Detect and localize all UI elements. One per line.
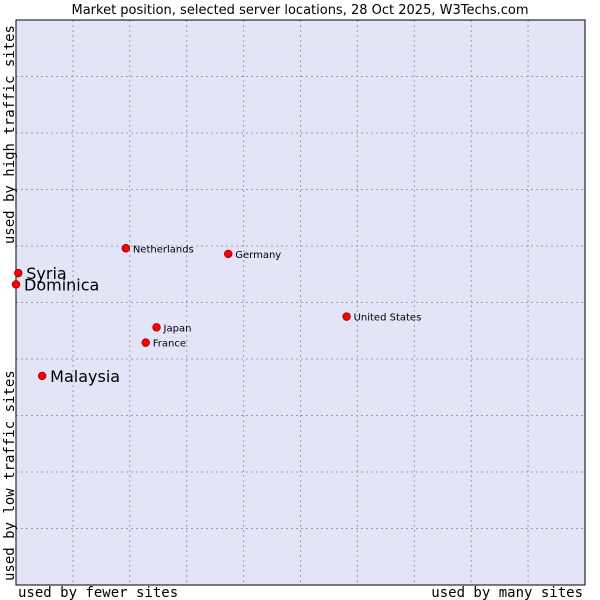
point-malaysia: Malaysia bbox=[37, 367, 120, 386]
data-points: Netherlands Germany United States Japan Fran… bbox=[11, 244, 422, 386]
point-label: United States bbox=[354, 313, 422, 324]
grid-lines bbox=[16, 20, 585, 585]
point-label: Dominica bbox=[24, 275, 99, 294]
point-label: Germany bbox=[235, 250, 281, 261]
point-marker bbox=[224, 249, 233, 259]
point-syria: Syria bbox=[14, 264, 67, 283]
x-axis-label-high: used by many sites bbox=[431, 585, 583, 600]
point-united-states: United States bbox=[342, 312, 422, 324]
y-axis-label-high: used by high traffic sites bbox=[2, 25, 18, 244]
point-japan: Japan bbox=[152, 323, 192, 334]
point-marker bbox=[121, 244, 131, 253]
point-dominica: Dominica bbox=[11, 275, 99, 294]
point-marker bbox=[141, 338, 150, 347]
point-netherlands: Netherlands bbox=[121, 244, 194, 255]
point-label: Syria bbox=[26, 264, 66, 283]
point-marker bbox=[37, 371, 47, 381]
y-axis-label-low: used by low traffic sites bbox=[2, 370, 18, 581]
plot-border bbox=[15, 19, 586, 586]
point-france: France bbox=[141, 338, 186, 350]
point-label: Netherlands bbox=[133, 244, 194, 255]
point-marker bbox=[342, 312, 351, 321]
chart-title: Market position, selected server locatio… bbox=[71, 3, 528, 18]
point-marker bbox=[14, 268, 23, 278]
point-label: Malaysia bbox=[50, 367, 120, 386]
point-marker bbox=[152, 323, 161, 332]
point-marker bbox=[11, 280, 21, 289]
point-germany: Germany bbox=[224, 249, 281, 261]
point-label: Japan bbox=[163, 323, 192, 334]
point-label: France bbox=[153, 339, 186, 350]
x-axis-label-low: used by fewer sites bbox=[18, 585, 178, 600]
